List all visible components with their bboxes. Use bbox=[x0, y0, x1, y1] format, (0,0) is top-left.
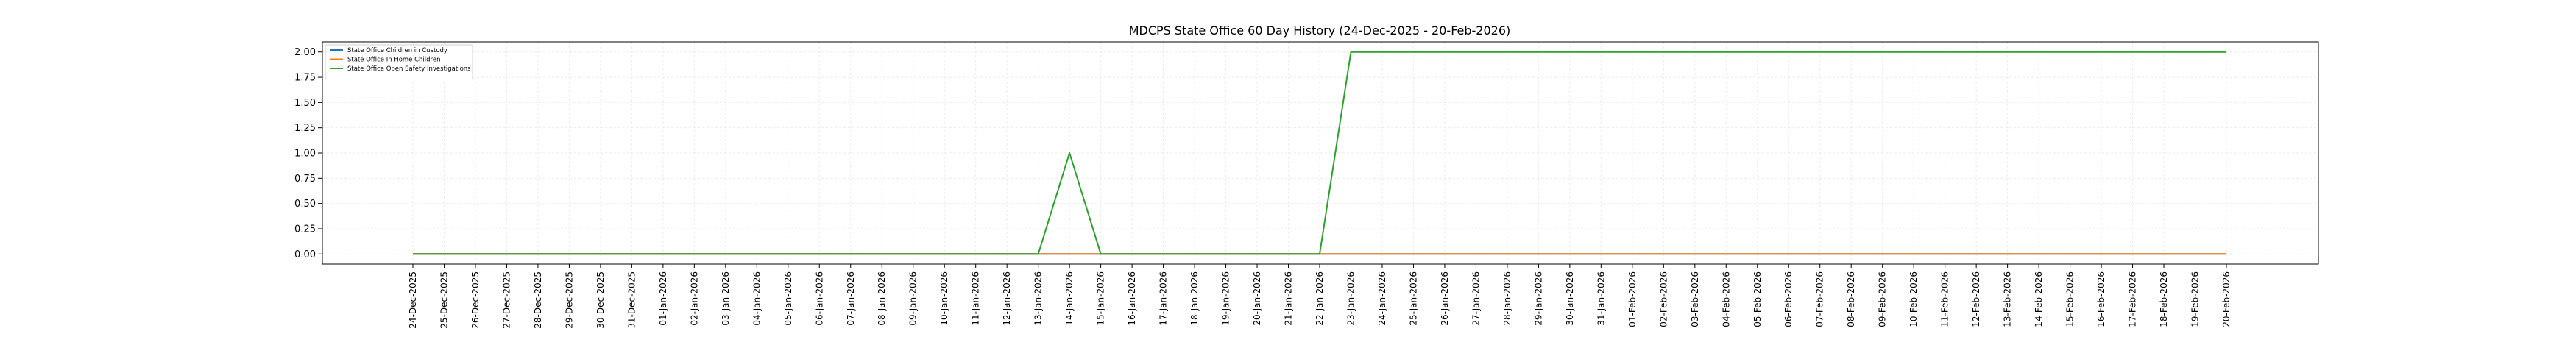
x-tick-label: 11-Feb-2026 bbox=[1940, 271, 1950, 327]
y-tick-label: 1.50 bbox=[294, 98, 316, 109]
x-tick-label: 27-Jan-2026 bbox=[1471, 271, 1481, 326]
x-tick-label: 24-Jan-2026 bbox=[1377, 271, 1387, 326]
x-tick-label: 08-Feb-2026 bbox=[1846, 271, 1856, 327]
x-tick-label: 09-Feb-2026 bbox=[1878, 271, 1888, 327]
x-tick-label: 31-Jan-2026 bbox=[1596, 271, 1606, 326]
series-layer bbox=[413, 51, 2226, 255]
y-tick-label: 0.75 bbox=[294, 174, 316, 185]
x-tick-label: 21-Jan-2026 bbox=[1284, 271, 1294, 326]
x-tick-label: 05-Jan-2026 bbox=[783, 271, 793, 326]
x-tick-label: 17-Jan-2026 bbox=[1158, 271, 1169, 326]
x-tick-label: 26-Dec-2025 bbox=[470, 271, 481, 329]
y-tick-label: 1.25 bbox=[294, 123, 316, 134]
y-tick-label: 1.00 bbox=[294, 149, 316, 160]
x-tick-label: 25-Jan-2026 bbox=[1408, 271, 1418, 326]
x-tick-label: 03-Jan-2026 bbox=[721, 271, 731, 326]
grid-layer bbox=[322, 42, 2318, 264]
x-tick-label: 07-Jan-2026 bbox=[846, 271, 856, 326]
plot-frame bbox=[322, 41, 2319, 265]
x-tick-label: 03-Feb-2026 bbox=[1690, 271, 1700, 327]
x-tick-label: 14-Jan-2026 bbox=[1064, 271, 1075, 326]
x-tick-label: 05-Feb-2026 bbox=[1752, 271, 1763, 327]
x-tick-label: 12-Jan-2026 bbox=[1002, 271, 1012, 326]
x-tick-label: 19-Feb-2026 bbox=[2190, 271, 2201, 327]
legend-entry: State Office Open Safety Investigations bbox=[347, 65, 471, 73]
x-tick-label: 04-Jan-2026 bbox=[751, 271, 762, 326]
x-tick-label: 28-Dec-2025 bbox=[533, 271, 543, 329]
x-tick-label: 19-Jan-2026 bbox=[1221, 271, 1231, 326]
x-tick-label: 06-Jan-2026 bbox=[814, 271, 824, 326]
x-tick-label: 02-Jan-2026 bbox=[689, 271, 699, 326]
x-tick-label: 15-Feb-2026 bbox=[2065, 271, 2076, 327]
x-tick-label: 30-Dec-2025 bbox=[595, 271, 606, 329]
y-tick-label: 0.50 bbox=[294, 199, 316, 210]
legend-entry: State Office Children in Custody bbox=[347, 47, 447, 54]
series-line-3 bbox=[413, 51, 2226, 255]
x-tick-label: 12-Feb-2026 bbox=[1971, 271, 1981, 327]
x-tick-label: 04-Feb-2026 bbox=[1721, 271, 1731, 327]
y-tick-label: 2.00 bbox=[294, 47, 316, 58]
x-tick-label: 30-Jan-2026 bbox=[1565, 271, 1575, 326]
x-tick-label: 26-Jan-2026 bbox=[1440, 271, 1450, 326]
x-tick-label: 08-Jan-2026 bbox=[877, 271, 887, 326]
x-tick-label: 29-Jan-2026 bbox=[1533, 271, 1543, 326]
x-tick-label: 23-Jan-2026 bbox=[1345, 271, 1356, 326]
legend-box bbox=[325, 44, 473, 79]
x-tick-label: 27-Dec-2025 bbox=[501, 271, 512, 329]
y-tick-label: 0.25 bbox=[294, 224, 316, 235]
x-tick-label: 20-Feb-2026 bbox=[2221, 271, 2232, 327]
x-tick-label: 14-Feb-2026 bbox=[2034, 271, 2044, 327]
x-tick-label: 22-Jan-2026 bbox=[1314, 271, 1325, 326]
x-tick-label: 01-Feb-2026 bbox=[1627, 271, 1638, 327]
x-tick-label: 07-Feb-2026 bbox=[1815, 271, 1825, 327]
x-tick-label: 20-Jan-2026 bbox=[1252, 271, 1262, 326]
x-tick-label: 18-Feb-2026 bbox=[2159, 271, 2169, 327]
legend-entry: State Office In Home Children bbox=[347, 57, 440, 64]
x-tick-label: 16-Jan-2026 bbox=[1127, 271, 1137, 326]
x-tick-label: 09-Jan-2026 bbox=[908, 271, 919, 326]
x-tick-label: 28-Jan-2026 bbox=[1502, 271, 1512, 326]
x-tick-label: 18-Jan-2026 bbox=[1189, 271, 1200, 326]
x-tick-label: 10-Jan-2026 bbox=[939, 271, 949, 326]
legend: State Office Children in Custody State Of… bbox=[325, 44, 473, 79]
y-tick-label: 0.00 bbox=[294, 249, 316, 260]
y-tick-label: 1.75 bbox=[294, 73, 316, 84]
x-tick-label: 25-Dec-2025 bbox=[439, 271, 449, 329]
x-tick-label: 06-Feb-2026 bbox=[1783, 271, 1794, 327]
x-tick-label: 02-Feb-2026 bbox=[1658, 271, 1669, 327]
x-tick-label: 13-Jan-2026 bbox=[1033, 271, 1044, 326]
x-tick-label: 16-Feb-2026 bbox=[2096, 271, 2106, 327]
x-tick-label: 15-Jan-2026 bbox=[1096, 271, 1106, 326]
x-tick-label: 01-Jan-2026 bbox=[658, 271, 668, 326]
x-tick-label: 11-Jan-2026 bbox=[971, 271, 981, 326]
x-tick-label: 24-Dec-2025 bbox=[408, 271, 418, 329]
x-tick-label: 13-Feb-2026 bbox=[2003, 271, 2013, 327]
x-tick-label: 10-Feb-2026 bbox=[1908, 271, 1919, 327]
chart-title: MDCPS State Office 60 Day History (24-De… bbox=[1129, 24, 1511, 38]
x-tick-label: 31-Dec-2025 bbox=[626, 271, 637, 329]
x-tick-label: 29-Dec-2025 bbox=[564, 271, 574, 329]
axes-layer: 24-Dec-2025 25-Dec-2025 26-Dec-2025 27-Dec-… bbox=[294, 41, 2319, 329]
x-tick-label: 17-Feb-2026 bbox=[2128, 271, 2138, 327]
